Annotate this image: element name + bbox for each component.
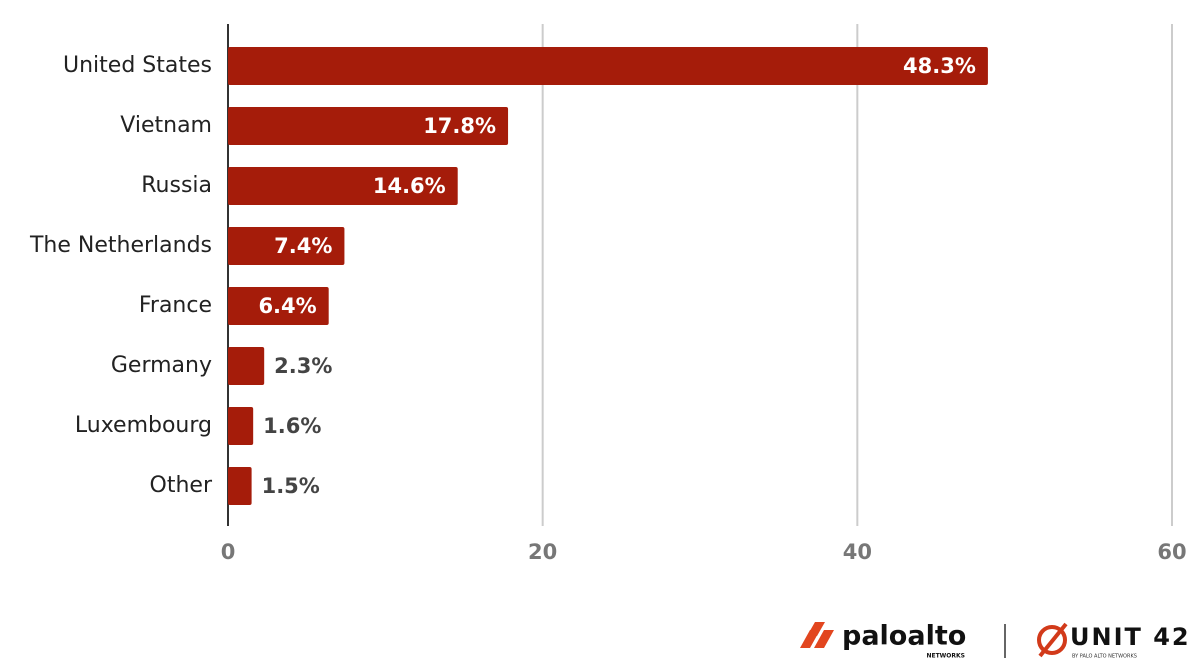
y-tick-label: United States [63, 53, 212, 78]
y-tick-label: Luxembourg [75, 413, 212, 438]
brand: paloalto [842, 621, 966, 652]
bar [228, 167, 458, 205]
logo-paloalto: paloalto NETWORKS [800, 621, 966, 660]
logo-icon [1038, 622, 1068, 658]
value-label: 1.5% [262, 474, 320, 498]
bar [228, 47, 988, 85]
value-label: 7.4% [274, 234, 332, 258]
value-label: 2.3% [274, 354, 332, 378]
logo-unit42: UNIT 42 BY PALO ALTO NETWORKS [1037, 622, 1191, 660]
x-tick-label: 20 [528, 540, 557, 564]
bar [228, 107, 509, 145]
brand-sub: NETWORKS [926, 653, 965, 660]
y-tick-label: Russia [141, 173, 212, 198]
bar [228, 407, 254, 445]
logo-icon [800, 622, 834, 648]
y-tick-label: France [139, 293, 212, 318]
bar [228, 287, 329, 325]
bar [228, 467, 252, 505]
y-tick-label: Germany [111, 353, 212, 378]
bar [228, 227, 345, 265]
x-tick-label: 40 [843, 540, 872, 564]
value-label: 48.3% [903, 54, 976, 78]
x-tick-label: 60 [1157, 540, 1186, 564]
x-tick-label: 0 [221, 540, 236, 564]
bar [228, 347, 265, 385]
value-label: 17.8% [423, 114, 496, 138]
y-tick-label: The Netherlands [29, 233, 212, 258]
logo-icon [1037, 625, 1067, 655]
y-tick-label: Vietnam [120, 113, 212, 138]
value-label: 14.6% [373, 174, 446, 198]
value-label: 1.6% [263, 414, 321, 438]
unit-sub: BY PALO ALTO NETWORKS [1072, 654, 1137, 660]
y-tick-label: Other [150, 473, 213, 498]
value-label: 6.4% [258, 294, 316, 318]
unit: UNIT 42 [1070, 623, 1191, 651]
